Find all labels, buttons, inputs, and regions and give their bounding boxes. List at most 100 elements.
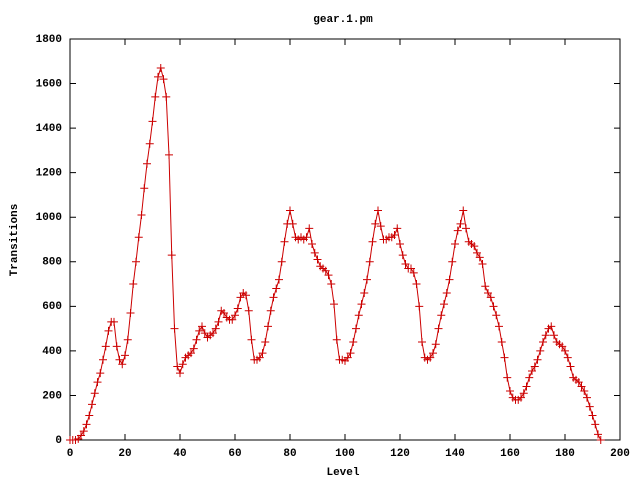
x-tick-label: 120 [390,448,410,460]
data-point [178,360,187,369]
data-point [165,150,173,159]
data-point [134,233,143,242]
x-tick-label: 80 [283,448,296,460]
data-point [233,304,242,313]
data-point [539,337,547,346]
data-point [412,280,421,289]
data-point [398,251,407,260]
data-point [448,257,457,266]
data-point [308,239,316,248]
data-point [137,210,146,219]
data-point [470,242,479,251]
data-point [481,282,490,291]
data-point [401,260,410,269]
data-point [123,335,132,344]
data-point [390,231,399,240]
y-tick-label: 1800 [36,34,62,46]
data-point [244,306,253,315]
data-point [440,300,448,309]
data-point [264,322,272,331]
data-point [231,311,239,320]
data-point [495,322,503,331]
y-tick-label: 1200 [36,168,62,180]
data-point [363,275,371,284]
data-point [528,366,536,375]
x-tick-label: 180 [555,448,575,460]
x-tick-label: 40 [173,448,186,460]
data-point [459,206,468,215]
data-point [519,389,528,398]
x-tick-label: 0 [67,448,74,460]
data-point [591,420,600,429]
data-point [170,324,179,333]
data-point [101,342,110,351]
data-point [533,355,542,364]
y-tick-label: 800 [42,257,62,269]
x-tick-label: 200 [610,448,630,460]
data-point [376,222,385,231]
data-point [484,288,492,297]
data-point [530,362,539,371]
y-tick-label: 1000 [36,212,62,224]
data-point [211,324,220,333]
data-point [497,337,506,346]
data-line [70,66,602,441]
data-point [214,317,223,326]
data-point [434,324,443,333]
data-point [426,353,435,362]
data-point [330,300,338,309]
data-point [547,322,556,331]
data-point [286,206,294,215]
data-point [258,349,267,358]
data-point [77,431,85,440]
data-point [577,382,586,391]
data-point [310,248,319,257]
y-tick-label: 200 [42,390,62,402]
data-point [159,75,168,84]
data-point [112,342,121,351]
data-point [132,257,140,266]
data-point [536,346,545,355]
data-point [332,335,341,344]
data-point [305,224,314,233]
data-point [280,237,289,246]
data-point [561,346,569,355]
chart-title: gear.1.pm [313,14,373,26]
data-point [415,302,424,311]
data-point [143,159,151,168]
data-point [126,309,135,318]
data-point [121,351,129,360]
data-point [151,92,160,101]
data-point [236,293,245,302]
x-tick-label: 100 [335,448,355,460]
data-point [93,378,102,387]
data-point [475,253,484,262]
data-point [492,311,501,320]
data-point [269,293,278,302]
data-point [522,382,531,391]
data-point [506,386,514,395]
data-point [357,300,366,309]
x-tick-label: 140 [445,448,465,460]
data-point [321,266,330,275]
data-point [585,402,594,411]
data-point [156,63,165,72]
data-point [371,219,380,228]
data-point [393,224,402,233]
data-point [195,326,204,335]
data-point [198,322,206,331]
data-point [566,362,575,371]
data-point [228,315,237,324]
plot-border [69,38,621,441]
data-point [173,362,182,371]
data-point [148,117,157,126]
data-point [418,337,426,346]
data-point [558,342,567,351]
data-point [220,309,228,318]
data-point [574,378,583,387]
data-point [442,288,451,297]
data-point [118,360,127,369]
x-axis-label: Level [326,467,359,479]
y-tick-label: 600 [42,301,62,313]
